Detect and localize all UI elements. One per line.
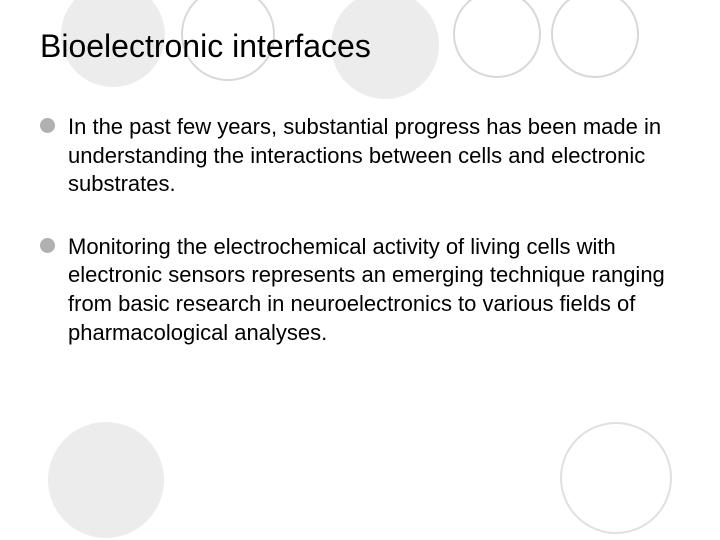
slide-content: Bioelectronic interfaces In the past few…	[0, 0, 720, 347]
bullet-icon	[40, 118, 55, 133]
decorative-circle	[560, 422, 672, 534]
bullet-text: Monitoring the electrochemical activity …	[68, 234, 665, 345]
list-item: Monitoring the electrochemical activity …	[40, 233, 680, 347]
bullet-text: In the past few years, substantial progr…	[68, 114, 661, 196]
bullet-icon	[40, 238, 55, 253]
bullet-list: In the past few years, substantial progr…	[40, 113, 680, 347]
list-item: In the past few years, substantial progr…	[40, 113, 680, 199]
decorative-circle	[48, 422, 164, 538]
slide-title: Bioelectronic interfaces	[40, 28, 680, 65]
